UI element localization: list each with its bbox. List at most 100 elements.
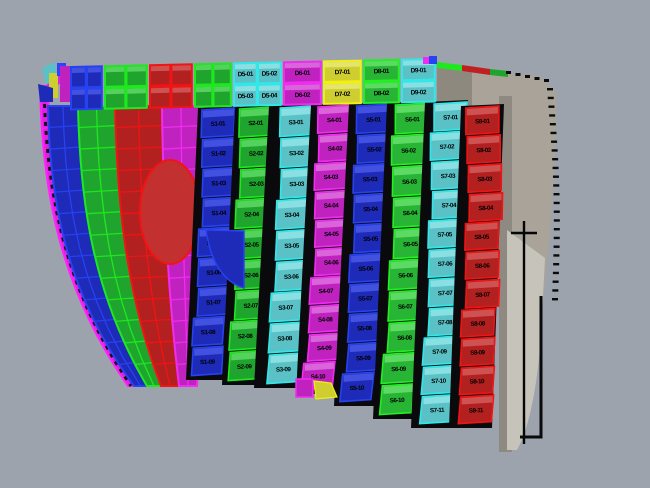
plate-bevel [343,373,373,382]
plate-label: S6-03 [402,179,418,187]
plate-bevel [196,86,212,93]
plate-bevel [316,220,348,229]
deck-bit-magenta [423,57,429,64]
plate-label: S5-04 [363,206,379,214]
plate-bevel [231,351,260,361]
tick-mark [553,228,560,231]
plate-label: S4-06 [324,259,340,267]
plate-bevel [214,64,230,70]
plate-label: S4-09 [317,345,333,353]
plate-bevel [461,396,493,405]
deck-band-block [149,63,193,109]
stern-side-panel[interactable] [507,230,545,450]
plate-label: S7-03 [441,173,457,181]
plate-label: S5-08 [357,325,373,333]
tick-mark [550,131,557,135]
plate-bevel [310,334,341,343]
hull-plate-disc[interactable] [139,159,201,265]
plate-bevel [390,260,422,270]
bow-bit-magenta[interactable] [60,66,72,102]
tick-mark [553,219,560,222]
tick-mark [534,77,540,80]
deck-band-block: D9-01 D9-02 [401,57,436,104]
plate-bevel [196,64,212,71]
plate-column: S7-01 S7-02 S7-03 S7-04 S7-05 S7-06 S7-07 S7-08… [411,100,468,428]
plate-label: S8-04 [478,205,494,213]
deck-band-block: D7-01 D7-02 [323,59,362,105]
plate-label: S4-05 [324,231,340,239]
plate-label: S6-05 [403,241,419,249]
deck-plate-label: D7-01 [335,69,351,76]
plate-label: S4-10 [311,373,327,381]
plate-label: S3-06 [284,273,300,281]
plate-bevel [390,291,422,301]
plate-label: S1-01 [211,120,227,128]
bow-bit-navy[interactable] [38,84,53,102]
plate-bevel [203,138,235,148]
plate-label: S5-09 [356,355,372,363]
plate-label: S3-01 [288,119,304,127]
plate-label: S8-09 [470,349,486,357]
bow-bit-yellow[interactable] [49,73,58,98]
plate-label: S5-06 [358,265,374,273]
plate-bevel [88,67,101,73]
plate-label: S1-02 [211,150,227,158]
plate-label: S7-02 [439,143,455,151]
plate-bevel [358,134,391,144]
plate-bevel [431,132,463,141]
plate-label: S3-07 [278,304,294,312]
plate-bevel [425,337,456,346]
tick-mark [553,210,560,213]
deck-plate-label: D7-02 [335,91,351,98]
plate-bevel [351,254,382,263]
plate-bevel [423,395,454,405]
keel-tab-yellow[interactable] [313,380,338,400]
plate-bevel [319,106,350,115]
keel-tab-magenta[interactable] [295,378,314,398]
tick-mark [525,75,530,78]
plate-label: S4-08 [318,316,334,324]
tick-mark [549,114,556,117]
plate-label: S1-09 [200,359,216,367]
plate-bevel [467,280,499,289]
tick-mark [551,149,558,152]
plate-label: S8-03 [477,176,493,184]
plate-bevel [199,287,229,297]
plate-bevel [466,107,498,116]
tick-mark [552,166,559,170]
plate-label: S2-05 [244,242,260,250]
hull-strake-band[interactable] [76,105,163,387]
seam-line [95,105,155,387]
plate-wedge[interactable] [205,229,245,290]
plate-bevel [240,108,272,117]
deck-strip-green-2 [490,69,508,77]
deck-band-block: D5-01 D5-02 D5-03 D5-04 [233,61,282,107]
plate-bevel [432,161,464,171]
plate-label: S4-03 [323,174,339,182]
plate-label: S7-10 [431,378,447,386]
deck-plate-label: D5-02 [262,70,278,77]
plate-label: S7-08 [438,319,454,327]
tick-mark [515,73,521,76]
tick-mark [552,158,559,161]
plate-label: S2-03 [249,181,265,189]
plate-label: S8-07 [475,291,491,299]
plate-bevel [392,135,425,145]
plate-label: S8-11 [469,407,484,415]
plate-bevel [325,83,360,90]
plate-bevel [214,86,230,92]
plate-label: S3-09 [276,366,292,374]
structure-edge-ticks [547,88,560,301]
plate-label: S5-07 [358,295,374,303]
plate-label: S4-01 [327,117,343,125]
plate-bevel [259,63,280,69]
plate-bevel [462,338,494,347]
plate-label: S7-04 [441,202,457,210]
plate-bevel [204,168,235,178]
plate-label: S1-03 [211,180,227,188]
plate-label: S3-03 [289,181,305,189]
tick-mark [553,201,560,205]
deck-strip-green-1 [437,62,462,71]
